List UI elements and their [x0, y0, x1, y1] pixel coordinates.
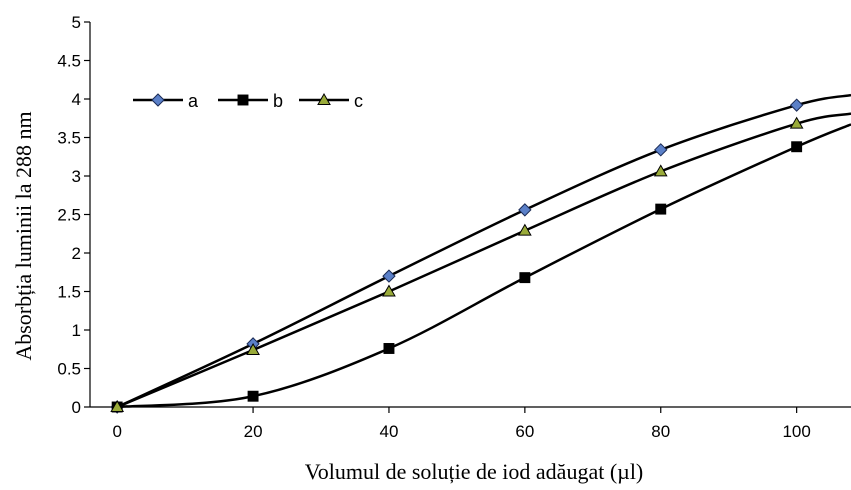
legend: a b c: [133, 91, 363, 111]
legend-marker-b: [237, 94, 249, 106]
data-point-a: [789, 98, 804, 112]
data-point-b: [655, 203, 667, 215]
legend-item-c: c: [299, 91, 363, 111]
y-tick-label: 2: [72, 244, 81, 263]
series-line-b: [117, 123, 851, 409]
data-point-a: [654, 143, 668, 157]
data-point-a: [518, 203, 532, 217]
series-line-c: [116, 112, 851, 409]
data-point-c: [110, 399, 125, 412]
data-point-c: [382, 284, 396, 297]
legend-item-b: b: [218, 91, 283, 111]
y-tick-label: 0.5: [57, 360, 81, 379]
legend-marker-a: [151, 93, 165, 107]
y-axis-title-group: Absorbția luminii la 288 nm: [11, 111, 36, 360]
legend-label-c: c: [354, 91, 363, 111]
x-tick-label: 100: [782, 422, 810, 441]
data-point-c: [789, 116, 804, 129]
data-point-c: [246, 343, 260, 356]
legend-label-a: a: [188, 91, 199, 111]
legend-label-b: b: [273, 91, 283, 111]
y-tick-label: 2.5: [57, 206, 81, 225]
data-point-b: [247, 390, 259, 402]
y-tick-label: 1: [72, 321, 81, 340]
y-tick-label: 1.5: [57, 283, 81, 302]
series-c: [110, 112, 851, 412]
x-tick-label: 60: [515, 422, 534, 441]
legend-marker-c: [317, 92, 331, 105]
series-b: [111, 123, 851, 413]
legend-item-a: a: [133, 91, 199, 111]
data-point-b: [519, 272, 531, 284]
data-point-b: [383, 343, 395, 354]
x-axis-title: Volumul de soluție de iod adăugat (µl): [305, 459, 644, 484]
y-tick-label: 5: [72, 13, 81, 32]
x-tick-label: 20: [244, 422, 263, 441]
y-tick-label: 3: [72, 167, 81, 186]
x-tick-label: 0: [112, 422, 121, 441]
data-point-c: [653, 164, 668, 177]
y-tick-label: 0: [72, 398, 81, 417]
data-point-c: [517, 223, 532, 236]
plot-area: 0 0.5 1 1.5 2 2.5 3 3.5 4 4.5 5 0 20 40 60 80 100: [57, 13, 851, 441]
y-axis-title: Absorbția luminii la 288 nm: [11, 111, 36, 360]
data-point-a: [382, 269, 396, 283]
y-tick-label: 3.5: [57, 129, 81, 148]
x-tick-label: 80: [651, 422, 670, 441]
x-tick-label: 40: [380, 422, 399, 441]
y-tick-label: 4: [72, 90, 81, 109]
y-tick-label: 4.5: [57, 52, 81, 71]
data-point-b: [791, 141, 803, 153]
